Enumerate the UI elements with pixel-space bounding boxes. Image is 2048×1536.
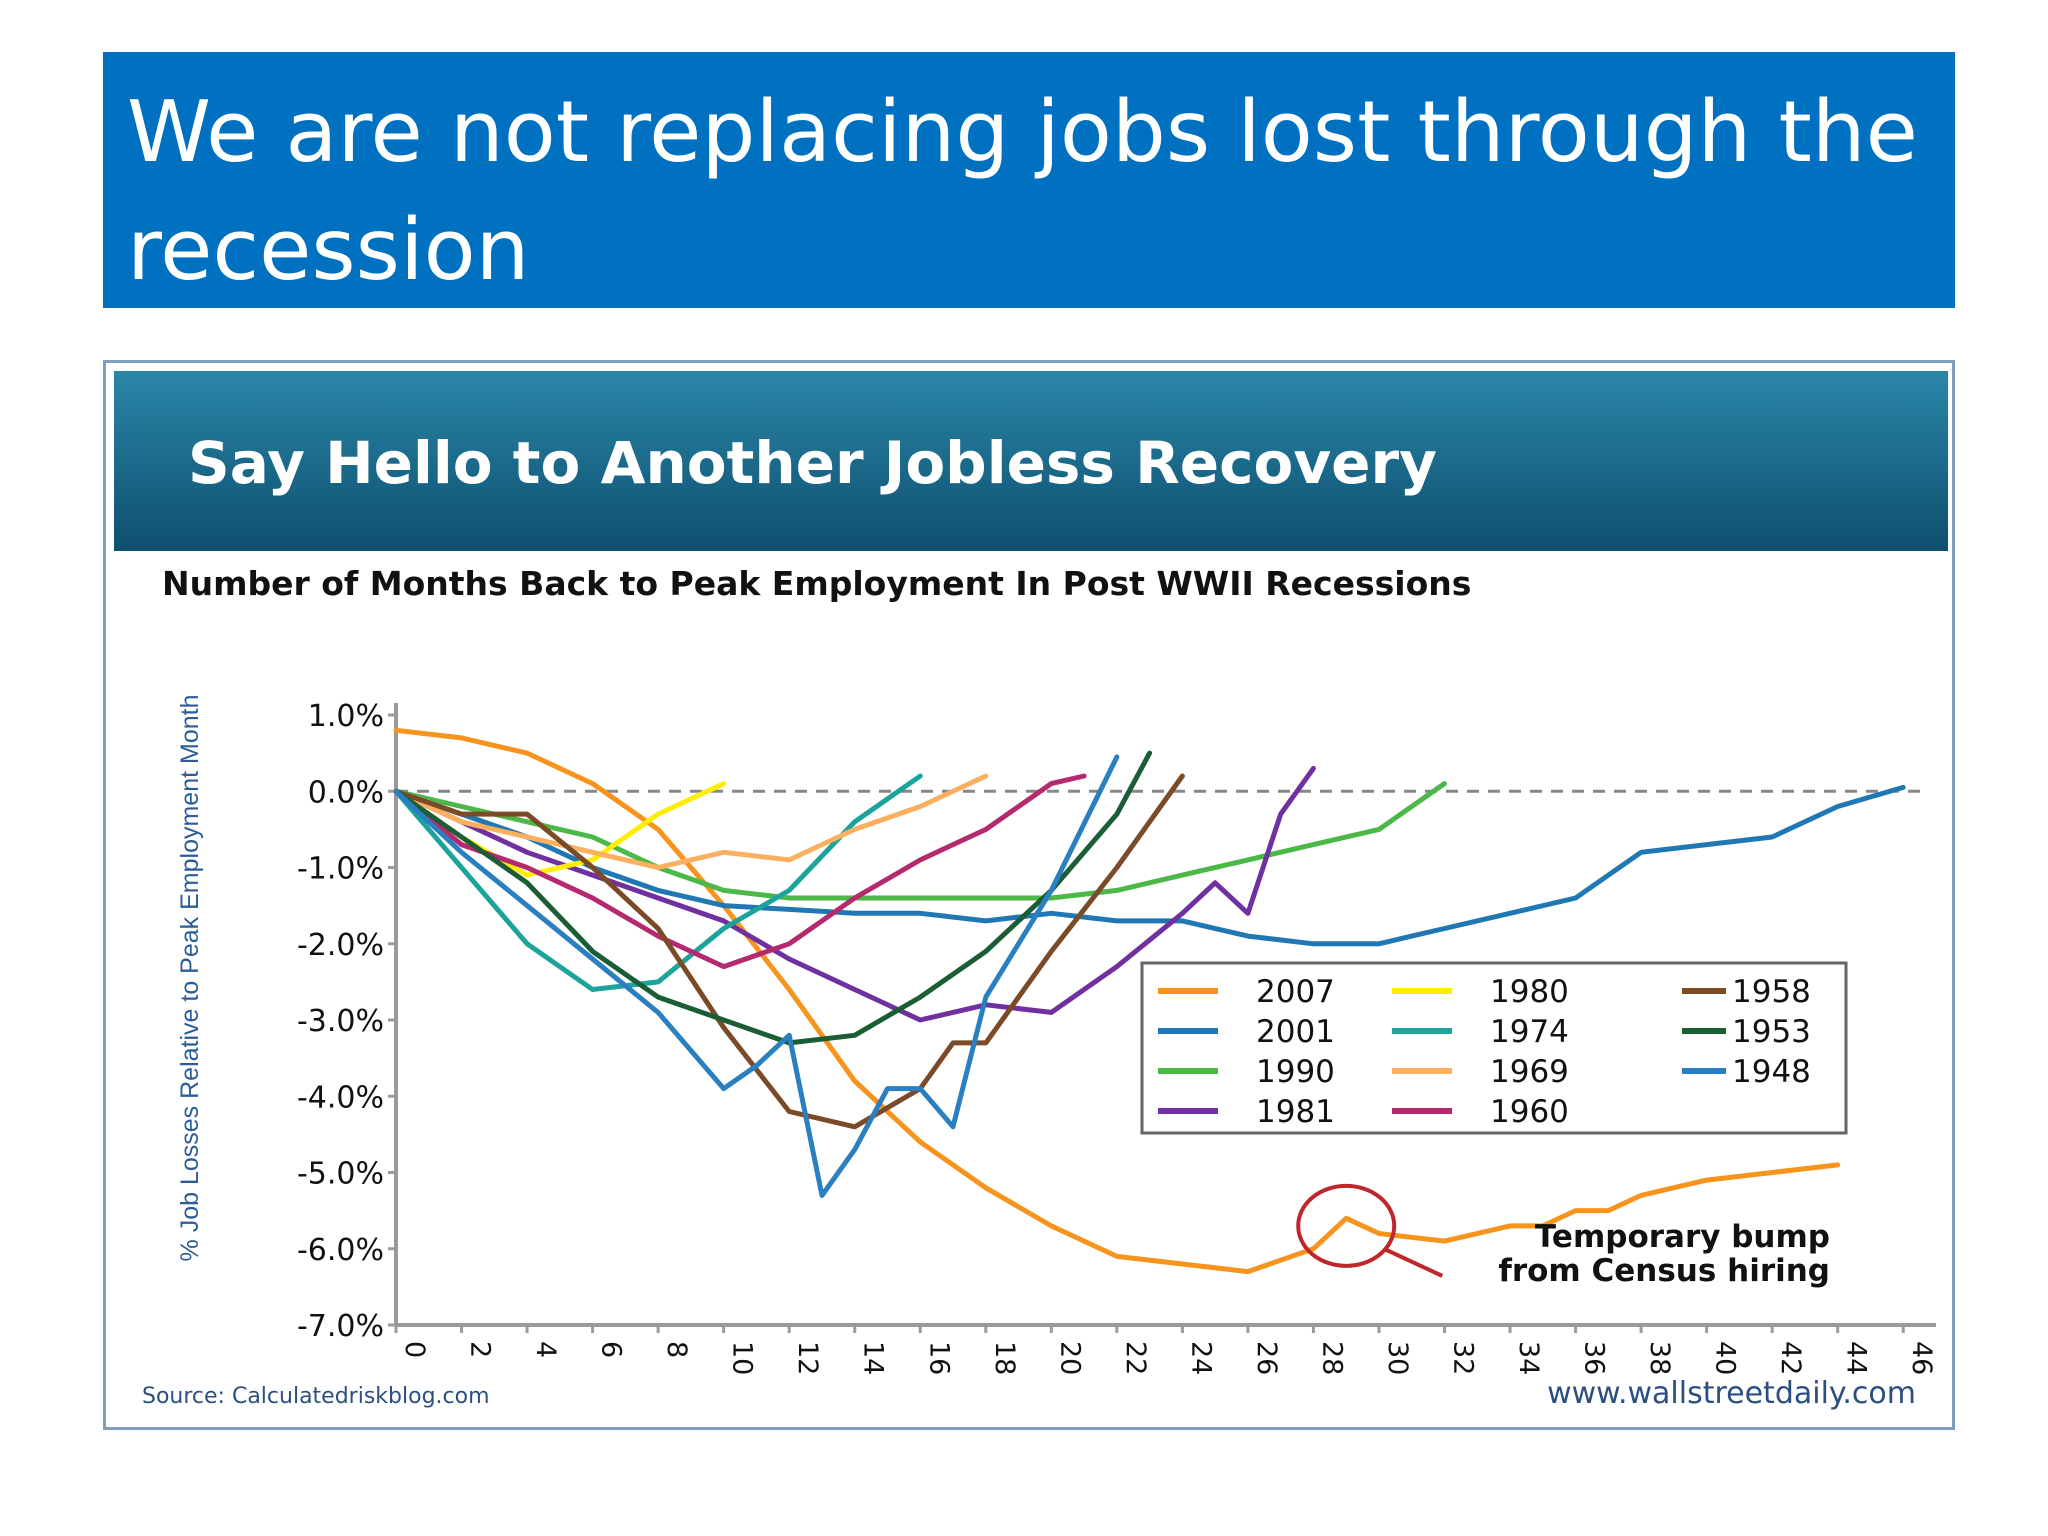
x-tick-label: 36 [1579, 1341, 1610, 1375]
x-tick-label: 18 [989, 1341, 1020, 1375]
x-tick-label: 10 [727, 1341, 758, 1375]
annotation-pointer [1385, 1248, 1444, 1278]
y-tick-label: -3.0% [297, 1004, 384, 1039]
legend: 2007 2001 1990 1981 1980 1974 1969 1960 1958 1953… [1140, 961, 1848, 1135]
x-tick-label: 20 [1054, 1341, 1085, 1375]
y-tick-label: -7.0% [297, 1309, 384, 1344]
x-tick-label: 4 [530, 1341, 561, 1358]
x-tick-label: 38 [1644, 1341, 1675, 1375]
jobless-recovery-chart: Say Hello to Another Jobless Recovery Nu… [114, 371, 1948, 1411]
x-tick-label: 24 [1185, 1341, 1216, 1375]
series-line-1958 [393, 773, 1185, 1130]
slide-header: We are not replacing jobs lost through t… [103, 52, 1955, 308]
x-tick-label: 30 [1382, 1341, 1413, 1375]
x-tick-label: 2 [465, 1341, 496, 1358]
y-tick-label: -1.0% [297, 852, 384, 887]
x-tick-label: 42 [1775, 1341, 1806, 1375]
legend-label-1969: 1969 [1490, 1054, 1569, 1090]
legend-label-1960: 1960 [1490, 1094, 1569, 1130]
slide-title: We are not replacing jobs lost through t… [127, 83, 1918, 300]
x-tick-label: 6 [596, 1341, 627, 1358]
credit-note: www.wallstreetdaily.com [1547, 1376, 1916, 1411]
y-tick-label: -4.0% [297, 1080, 384, 1115]
annotation-text-line: from Census hiring [1498, 1253, 1830, 1289]
legend-label-1958: 1958 [1732, 974, 1811, 1010]
y-axis-label: % Job Losses Relative to Peak Employment… [176, 695, 204, 1262]
x-tick-label: 40 [1710, 1341, 1741, 1375]
x-tick-label: 44 [1841, 1341, 1872, 1375]
chart-title: Number of Months Back to Peak Employment… [162, 564, 1471, 603]
series-line-1948 [393, 754, 1120, 1198]
x-tick-label: 16 [923, 1341, 954, 1375]
series-line-1960 [393, 773, 1087, 970]
legend-label-1948: 1948 [1732, 1054, 1811, 1090]
series-line-2001 [393, 784, 1906, 947]
chart-banner [114, 371, 1948, 551]
legend-label-1953: 1953 [1732, 1014, 1811, 1050]
x-tick-label: 14 [858, 1341, 889, 1375]
legend-box [1140, 961, 1848, 1135]
y-tick-label: -6.0% [297, 1233, 384, 1268]
y-tick-label: 0.0% [308, 775, 384, 810]
annotation-text-line: Temporary bump [1535, 1219, 1830, 1255]
x-tick-label: 34 [1513, 1341, 1544, 1375]
legend-label-1974: 1974 [1490, 1014, 1569, 1050]
x-tick-label: 22 [1120, 1341, 1151, 1375]
x-tick-label: 32 [1448, 1341, 1479, 1375]
legend-label-2001: 2001 [1256, 1014, 1335, 1050]
legend-label-2007: 2007 [1256, 974, 1335, 1010]
x-tick-label: 12 [792, 1341, 823, 1375]
x-tick-label: 0 [399, 1341, 430, 1358]
plot-area: 1.0% 0.0% -1.0% -2.0% -3.0% -4.0% -5.0% -6.0% -7… [297, 699, 1937, 1375]
annotation-circle [1296, 1183, 1397, 1268]
y-tick-label: 1.0% [308, 699, 384, 734]
chart-banner-title: Say Hello to Another Jobless Recovery [188, 429, 1437, 497]
y-tick-label: -5.0% [297, 1157, 384, 1192]
x-tick-label: 46 [1906, 1341, 1937, 1375]
y-tick-label: -2.0% [297, 928, 384, 963]
legend-label-1981: 1981 [1256, 1094, 1335, 1130]
series-line-1969 [393, 773, 989, 870]
series-line-2007 [393, 727, 1841, 1275]
x-tick-label: 28 [1316, 1341, 1347, 1375]
legend-label-1980: 1980 [1490, 974, 1569, 1010]
chart-frame: Say Hello to Another Jobless Recovery Nu… [103, 360, 1955, 1430]
series-line-1974 [393, 773, 923, 992]
source-note: Source: Calculatedriskblog.com [142, 1384, 490, 1409]
x-tick-label: 8 [661, 1341, 692, 1358]
legend-label-1990: 1990 [1256, 1054, 1335, 1090]
x-tick-label: 26 [1251, 1341, 1282, 1375]
